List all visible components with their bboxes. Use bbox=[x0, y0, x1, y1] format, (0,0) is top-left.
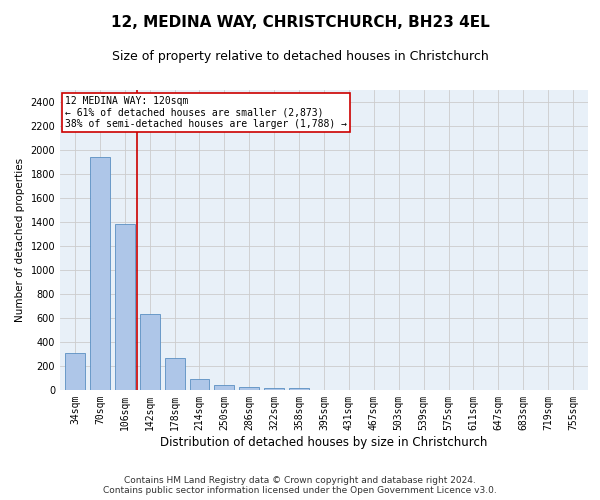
Bar bbox=[115, 224, 135, 390]
Bar bbox=[65, 353, 85, 390]
Bar bbox=[264, 388, 284, 390]
X-axis label: Distribution of detached houses by size in Christchurch: Distribution of detached houses by size … bbox=[160, 436, 488, 448]
Text: Size of property relative to detached houses in Christchurch: Size of property relative to detached ho… bbox=[112, 50, 488, 63]
Bar bbox=[140, 314, 160, 390]
Bar bbox=[164, 358, 185, 390]
Bar bbox=[289, 388, 309, 390]
Bar bbox=[214, 385, 235, 390]
Text: Contains HM Land Registry data © Crown copyright and database right 2024.
Contai: Contains HM Land Registry data © Crown c… bbox=[103, 476, 497, 495]
Text: 12, MEDINA WAY, CHRISTCHURCH, BH23 4EL: 12, MEDINA WAY, CHRISTCHURCH, BH23 4EL bbox=[110, 15, 490, 30]
Bar bbox=[239, 387, 259, 390]
Bar bbox=[90, 157, 110, 390]
Text: 12 MEDINA WAY: 120sqm
← 61% of detached houses are smaller (2,873)
38% of semi-d: 12 MEDINA WAY: 120sqm ← 61% of detached … bbox=[65, 96, 347, 129]
Y-axis label: Number of detached properties: Number of detached properties bbox=[15, 158, 25, 322]
Bar bbox=[190, 379, 209, 390]
